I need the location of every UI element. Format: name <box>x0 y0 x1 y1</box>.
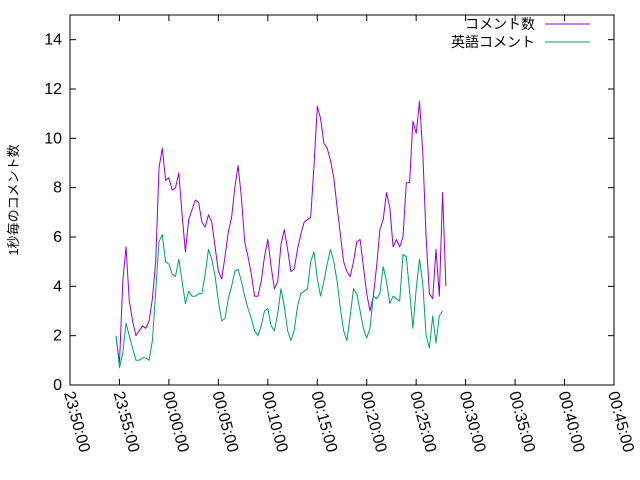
y-tick-label: 14 <box>44 32 62 49</box>
series-layer <box>115 100 447 369</box>
legend-label: コメント数 <box>465 16 535 32</box>
x-tick-label: 00:30:00 <box>456 390 489 455</box>
x-tick-label: 00:10:00 <box>258 390 291 455</box>
x-tick-label: 00:15:00 <box>307 390 340 455</box>
x-tick-label: 00:25:00 <box>406 390 439 455</box>
x-axis: 23:50:00 23:55:00 00:00:00 00:05:00 00:10:00… <box>60 15 637 454</box>
x-tick-label: 00:40:00 <box>555 390 588 455</box>
y-tick-label: 6 <box>53 229 62 246</box>
x-tick-label: 00:35:00 <box>505 390 538 455</box>
y-tick-label: 12 <box>44 81 62 98</box>
plot-frame <box>69 14 615 386</box>
x-tick-label: 00:05:00 <box>208 390 241 455</box>
x-tick-label: 23:50:00 <box>60 390 93 455</box>
y-tick-label: 8 <box>53 180 62 197</box>
series-line-1 <box>115 100 447 364</box>
x-tick-label: 23:55:00 <box>110 390 143 455</box>
legend-label: 英語コメント <box>451 34 535 50</box>
y-axis-label: 1秒毎のコメント数 <box>6 144 21 255</box>
y-tick-label: 0 <box>53 377 62 394</box>
x-tick-label: 00:20:00 <box>357 390 390 455</box>
y-axis: 0 2 4 6 8 10 12 14 <box>44 32 614 394</box>
x-tick-label: 00:45:00 <box>604 390 637 455</box>
y-tick-label: 2 <box>53 328 62 345</box>
y-tick-label: 4 <box>53 278 62 295</box>
series-line-2 <box>115 234 444 369</box>
x-tick-label: 00:00:00 <box>159 390 192 455</box>
y-tick-label: 10 <box>44 130 62 147</box>
